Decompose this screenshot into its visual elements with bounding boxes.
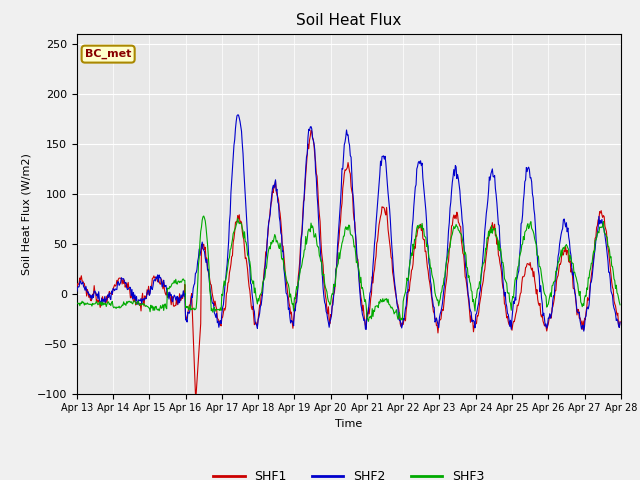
Title: Soil Heat Flux: Soil Heat Flux <box>296 13 401 28</box>
Y-axis label: Soil Heat Flux (W/m2): Soil Heat Flux (W/m2) <box>21 153 31 275</box>
X-axis label: Time: Time <box>335 419 362 429</box>
Text: BC_met: BC_met <box>85 49 131 59</box>
Legend: SHF1, SHF2, SHF3: SHF1, SHF2, SHF3 <box>209 465 489 480</box>
